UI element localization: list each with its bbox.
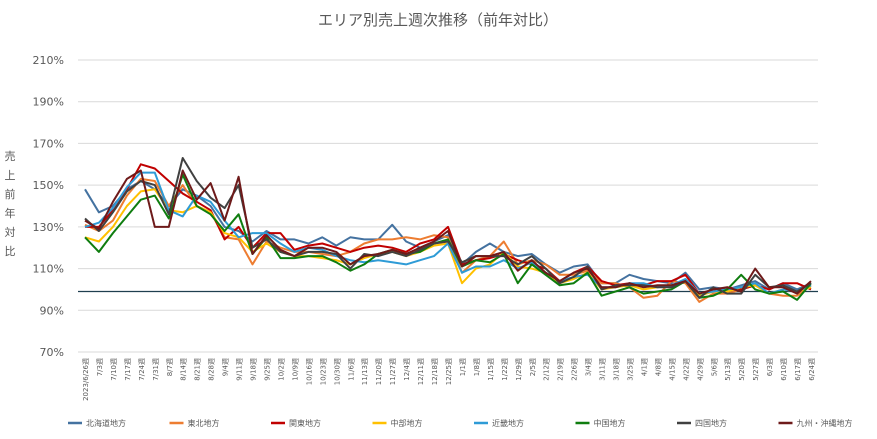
legend-label: 中国地方 [594,418,626,428]
x-tick-label: 9/18週 [249,358,258,381]
x-tick-label: 9/11週 [235,358,244,381]
legend: 北海道地方 東北地方 関東地方 中部地方 近畿地方 中国地方 四国地方 九州・沖縄地方 [68,418,853,428]
x-tick-label: 4/22週 [681,358,690,381]
x-tick-label: 10/16週 [304,358,313,385]
series-line [84,171,812,295]
x-tick-label: 12/11週 [416,358,425,385]
x-tick-label: 2/5週 [528,358,537,376]
x-tick-label: 7/3週 [95,358,104,376]
x-tick-label: 6/17週 [793,358,802,381]
x-tick-label: 11/13週 [360,358,369,385]
x-tick-label: 4/8週 [653,358,662,376]
legend-label: 関東地方 [289,418,321,428]
legend-label: 四国地方 [695,418,727,428]
y-label-char: 上 [5,169,16,182]
x-tick-label: 8/14週 [179,358,188,381]
legend-label: 東北地方 [188,418,220,428]
x-tick-label: 5/27週 [751,358,760,381]
legend-item: 北海道地方 [68,418,126,428]
x-tick-label: 2023/6/26週 [81,358,90,401]
x-tick-label: 3/25週 [626,358,635,381]
series-line [84,157,812,299]
x-tick-label: 9/4週 [221,358,230,376]
x-tick-label: 12/4週 [402,358,411,381]
x-tick-label: 1/8週 [472,358,481,376]
series-line [84,180,812,291]
x-tick-label: 6/24週 [807,358,816,381]
x-tick-label: 5/20週 [737,358,746,381]
y-tick-label: 90% [40,304,64,317]
x-tick-label: 8/28週 [207,358,216,381]
y-label-char: 対 [5,225,16,239]
x-tick-label: 10/2週 [276,358,285,381]
legend-item: 近畿地方 [474,418,524,428]
legend-label: 近畿地方 [492,418,524,428]
y-label-char: 比 [5,245,16,258]
legend-item: 九州・沖縄地方 [778,418,853,428]
x-tick-label: 10/30週 [332,358,341,385]
x-tick-label: 8/21週 [193,358,202,381]
legend-item: 中国地方 [575,418,626,428]
y-label-char: 年 [5,206,16,220]
x-tick-label: 1/15週 [486,358,495,381]
series-lines [84,157,812,303]
x-tick-label: 5/6週 [709,358,718,376]
x-tick-label: 11/6週 [346,358,355,381]
legend-label: 中部地方 [391,418,423,428]
x-tick-label: 7/24週 [137,358,146,381]
legend-label: 北海道地方 [86,418,126,428]
x-tick-label: 3/11週 [598,358,607,381]
x-tick-label: 6/10週 [779,358,788,381]
x-tick-label: 11/27週 [388,358,397,385]
x-tick-label: 10/23週 [318,358,327,385]
x-tick-label: 2/26週 [570,358,579,381]
y-tick-label: 150% [33,179,64,192]
y-tick-label: 190% [33,96,64,109]
legend-label: 九州・沖縄地方 [797,418,853,428]
legend-item: 中部地方 [372,418,423,428]
y-tick-label: 130% [33,221,64,234]
chart-title: エリア別売上週次推移（前年対比） [318,11,558,29]
y-tick-label: 70% [40,346,64,359]
x-tick-label: 2/19週 [556,358,565,381]
x-tick-label: 1/1週 [458,358,467,376]
x-tick-label: 1/22週 [500,358,509,381]
x-tick-label: 4/1週 [639,358,648,376]
x-tick-label: 3/4週 [584,358,593,376]
y-tick-label: 170% [33,137,64,150]
legend-item: 四国地方 [677,418,727,428]
x-tick-label: 7/10週 [109,358,118,381]
x-tick-label: 10/9週 [290,358,299,381]
x-tick-label: 9/25週 [262,358,271,381]
x-axis: 2023/6/26週 7/3週 7/10週 7/17週 7/24週 7/31週 8/7週 8/… [81,358,816,401]
y-axis: 70% 90% 110% 130% 150% 170% 190% 210% [33,54,64,359]
x-tick-label: 12/25週 [444,358,453,385]
y-label-char: 前 [5,187,16,201]
y-tick-label: 110% [33,263,64,276]
x-tick-label: 3/18週 [612,358,621,381]
y-tick-label: 210% [33,54,64,67]
x-tick-label: 11/20週 [374,358,383,385]
legend-item: 東北地方 [169,418,220,428]
x-tick-label: 1/29週 [514,358,523,381]
x-tick-label: 7/31週 [151,358,160,381]
series-line [84,169,812,295]
series-line [85,163,812,295]
legend-item: 関東地方 [271,418,321,428]
x-tick-label: 8/7週 [165,358,174,376]
y-label-char: 売 [5,150,16,163]
x-tick-label: 4/15週 [667,358,676,381]
x-tick-label: 4/29週 [695,358,704,381]
x-tick-label: 12/18週 [430,358,439,385]
x-tick-label: 6/3週 [765,358,774,376]
x-tick-label: 2/12週 [542,358,551,381]
x-tick-label: 5/13週 [723,358,732,381]
x-tick-label: 7/17週 [123,358,132,381]
